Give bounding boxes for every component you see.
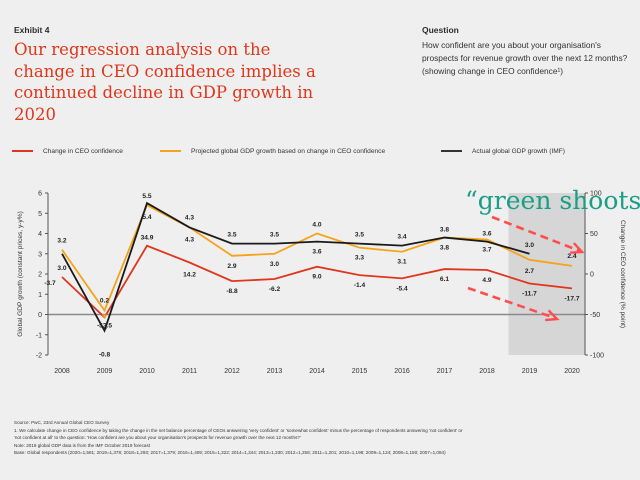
data-label-ceo-confidence: -6.2 <box>269 286 281 293</box>
left-tick-label: 5 <box>38 211 42 218</box>
left-tick-label: 4 <box>38 231 42 238</box>
data-label-projected-gdp: 3.7 <box>482 247 491 254</box>
x-tick-label: 2017 <box>437 368 453 375</box>
data-label-projected-gdp: 3.1 <box>397 259 406 266</box>
x-tick-label: 2019 <box>522 368 538 375</box>
legend-swatch-actual <box>441 150 462 152</box>
chart-area: 6 5 4 3 2 1 0 -1 -2 Global GDP growth (constant p… <box>17 186 640 375</box>
x-tick-label: 2009 <box>97 368 113 375</box>
data-label-actual-gdp: 3.8 <box>440 227 449 234</box>
left-tick-label: 2 <box>38 272 42 279</box>
data-label-projected-gdp: 4.0 <box>312 222 321 229</box>
footnote-source: Source: PwC, 23rd Annual Global CEO Surv… <box>14 420 110 425</box>
data-label-ceo-confidence: 14.2 <box>183 271 196 278</box>
footnote-1b: 'not confident at all' to the question: … <box>14 435 301 440</box>
x-tick-label: 2008 <box>54 368 70 375</box>
right-tick-label: 100 <box>590 191 602 198</box>
green-shoots-annotation: “green shoots”? <box>465 186 640 215</box>
left-tick-label: 0 <box>38 312 42 319</box>
dashed-arrow-gdp-head <box>570 242 585 254</box>
legend-swatch-ceo <box>12 150 33 152</box>
data-label-actual-gdp: 3.5 <box>227 232 236 239</box>
data-label-actual-gdp: 3.5 <box>355 232 364 239</box>
data-label-actual-gdp: 3.5 <box>270 232 279 239</box>
data-label-ceo-confidence: -5.4 <box>396 285 408 292</box>
x-tick-label: 2013 <box>267 368 283 375</box>
data-label-ceo-confidence: 6.1 <box>440 276 449 283</box>
right-tick-label: 50 <box>590 231 598 238</box>
left-axis-title: Global GDP growth (constant prices, y-y%… <box>17 211 24 337</box>
data-label-actual-gdp: 5.5 <box>142 193 151 200</box>
data-label-ceo-confidence: -8.8 <box>226 288 238 295</box>
data-label-actual-gdp: 3.0 <box>525 242 534 249</box>
data-label-ceo-confidence: 9.0 <box>312 274 321 281</box>
left-tick-label: 1 <box>38 292 42 299</box>
x-tick-label: 2012 <box>224 368 240 375</box>
legend-item-ceo-confidence: Change in CEO confidence <box>12 145 123 157</box>
legend-label-projected: Projected global GDP growth based on cha… <box>191 147 386 155</box>
left-tick-label: 6 <box>38 191 42 198</box>
footnotes: Source: PwC, 23rd Annual Global CEO Surv… <box>14 419 463 457</box>
data-label-ceo-confidence: -53.5 <box>97 322 112 329</box>
data-label-ceo-confidence: -3.7 <box>44 280 56 287</box>
x-tick-label: 2018 <box>479 368 495 375</box>
data-label-ceo-confidence: 4.9 <box>482 277 491 284</box>
question-title: Question <box>422 25 459 35</box>
data-label-actual-gdp: 3.4 <box>397 234 406 241</box>
exhibit-label: Exhibit 4 <box>14 25 50 35</box>
legend-label-actual: Actual global GDP growth (IMF) <box>472 147 565 155</box>
data-label-actual-gdp: 3.0 <box>57 265 66 272</box>
data-label-ceo-confidence: -17.7 <box>564 295 579 302</box>
footnote-1a: 1. We calculate change in CEO confidence… <box>14 427 463 433</box>
dashed-arrow-gdp <box>491 215 581 253</box>
data-label-projected-gdp: 3.0 <box>270 261 279 268</box>
left-tick-label: -1 <box>36 332 42 339</box>
right-tick-label: -50 <box>590 312 600 319</box>
x-tick-label: 2014 <box>309 368 325 375</box>
footnote-base: Base: Global respondents (2020=1,581; 20… <box>14 450 446 455</box>
legend-item-projected-gdp: Projected global GDP growth based on cha… <box>160 145 385 157</box>
series-line-ceo-confidence <box>61 244 573 319</box>
data-label-projected-gdp: 2.4 <box>567 253 576 260</box>
x-tick-label: 2011 <box>182 368 197 375</box>
legend-label-ceo: Change in CEO confidence <box>43 147 123 155</box>
x-tick-label: 2010 <box>139 368 155 375</box>
data-label-projected-gdp: 2.7 <box>525 268 534 275</box>
left-tick-label: 3 <box>38 251 42 258</box>
footnote-note: Note: 2019 global GDP data is from the I… <box>14 442 151 448</box>
data-label-ceo-confidence: -11.7 <box>522 290 537 297</box>
data-label-projected-gdp: 3.8 <box>440 245 449 252</box>
dashed-arrow-confidence <box>467 286 556 320</box>
right-axis-title: Change in CEO confidence (% point) <box>619 220 626 328</box>
data-label-projected-gdp: 4.3 <box>185 236 194 243</box>
data-label-projected-gdp: 3.3 <box>355 255 364 262</box>
question-text: How confident are you about your organis… <box>422 40 628 76</box>
data-label-ceo-confidence: -1.4 <box>354 282 366 289</box>
data-label-projected-gdp: 0.2 <box>100 297 109 304</box>
data-label-projected-gdp: 2.9 <box>227 263 236 270</box>
data-label-projected-gdp: 3.2 <box>57 238 66 245</box>
left-tick-label: -2 <box>36 353 42 360</box>
data-label-actual-gdp: 3.6 <box>312 249 321 256</box>
marker-projected-2009 <box>102 314 107 319</box>
chart-headline: Our regression analysis on the change in… <box>14 40 316 124</box>
data-label-ceo-confidence: 34.9 <box>141 235 154 242</box>
data-label-projected-gdp: 5.4 <box>142 214 151 221</box>
marker-actual-2009 <box>102 327 107 332</box>
data-label-actual-gdp: -0.8 <box>99 352 111 359</box>
x-tick-label: 2020 <box>564 368 580 375</box>
right-tick-label: -100 <box>590 353 604 360</box>
series-line-actual-gdp <box>61 201 530 333</box>
forecast-shaded-region <box>508 193 585 355</box>
right-tick-label: 0 <box>590 272 594 279</box>
x-tick-label: 2015 <box>352 368 368 375</box>
legend-swatch-projected <box>160 150 181 152</box>
data-label-actual-gdp: 4.3 <box>185 214 194 221</box>
legend-item-actual-gdp: Actual global GDP growth (IMF) <box>441 145 565 157</box>
data-label-actual-gdp: 3.6 <box>482 231 491 238</box>
dashed-arrow-confidence-head <box>545 309 560 322</box>
x-tick-label: 2016 <box>394 368 410 375</box>
